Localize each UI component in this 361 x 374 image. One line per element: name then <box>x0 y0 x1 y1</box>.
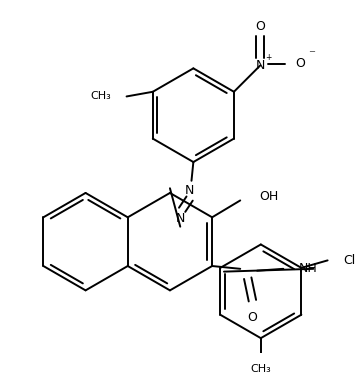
Text: +: + <box>265 53 272 62</box>
Text: N: N <box>256 59 265 72</box>
Text: CH₃: CH₃ <box>251 364 271 374</box>
Text: O: O <box>255 20 265 33</box>
Text: ⁻: ⁻ <box>308 48 315 61</box>
Text: OH: OH <box>259 190 278 203</box>
Text: N: N <box>175 212 185 225</box>
Text: Cl: Cl <box>344 254 356 267</box>
Text: CH₃: CH₃ <box>90 92 110 101</box>
Text: NH: NH <box>299 262 318 275</box>
Text: O: O <box>248 311 257 324</box>
Text: O: O <box>296 57 305 70</box>
Text: N: N <box>185 184 194 197</box>
